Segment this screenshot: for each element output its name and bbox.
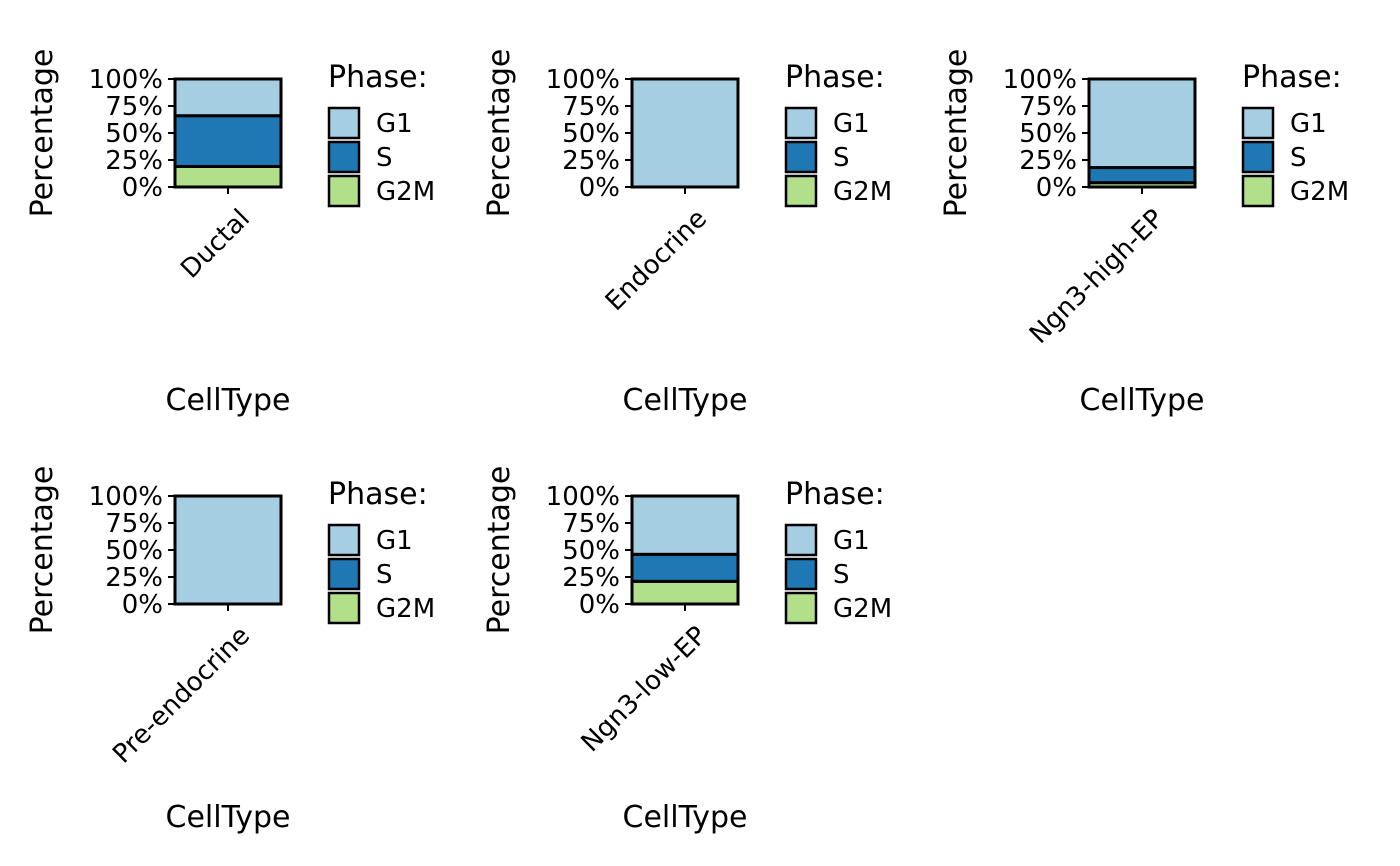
x-axis-title: CellType [166,383,291,418]
y-axis-title: Percentage [482,466,517,635]
bar-segment-s [1087,166,1197,185]
y-tick-label: 75% [105,92,163,122]
legend-title: Phase: [785,477,885,512]
legend-label: G1 [1290,109,1327,139]
y-axis-title: Percentage [25,49,60,218]
legend-key-g2m [327,591,361,625]
y-tick-label: 50% [562,119,620,149]
y-tick-label: 25% [562,563,620,593]
legend-key-g1 [327,106,361,140]
y-axis-title: Percentage [482,49,517,218]
legend-key-s [1241,140,1275,174]
legend-title: Phase: [785,60,885,95]
legend-title: Phase: [328,477,428,512]
y-tick-label: 75% [105,509,163,539]
x-axis-title: CellType [166,800,291,835]
y-tick-label: 25% [1019,146,1077,176]
y-tick-label: 0% [579,173,620,203]
y-tick-label: 0% [579,590,620,620]
legend-label: S [376,560,393,590]
legend-label: G2M [376,177,435,207]
legend-key-g2m [1241,174,1275,208]
legend-label: G1 [833,526,870,556]
legend-title: Phase: [1242,60,1342,95]
bar-segment-g1 [173,77,283,118]
y-tick-label: 100% [89,482,163,512]
y-tick-label: 0% [1036,173,1077,203]
legend-label: G1 [376,526,413,556]
legend-label: G2M [833,177,892,207]
legend-label: S [833,143,850,173]
y-tick-label: 75% [562,92,620,122]
bar-segment-g1 [173,494,283,606]
bar-segment-g1 [630,494,740,556]
y-axis-title: Percentage [939,49,974,218]
legend-label: S [376,143,393,173]
y-tick-label: 75% [1019,92,1077,122]
legend-label: G2M [376,594,435,624]
legend-key-s [327,140,361,174]
x-axis-title: CellType [623,800,748,835]
y-tick-label: 50% [562,536,620,566]
y-tick-label: 25% [562,146,620,176]
y-tick-label: 25% [105,146,163,176]
legend-key-s [784,557,818,591]
bar-segment-g2m [173,164,283,189]
bar-segment-g1 [630,77,740,189]
y-tick-label: 50% [105,119,163,149]
y-axis-title: Percentage [25,466,60,635]
legend-title: Phase: [328,60,428,95]
legend-label: S [833,560,850,590]
legend-key-g2m [784,174,818,208]
y-tick-label: 100% [546,482,620,512]
y-tick-label: 0% [122,173,163,203]
y-tick-label: 100% [1003,65,1077,95]
y-tick-label: 0% [122,590,163,620]
bar-segment-g2m [630,579,740,606]
legend-label: G2M [1290,177,1349,207]
legend-key-s [327,557,361,591]
legend-label: G1 [833,109,870,139]
legend-key-g1 [784,523,818,557]
y-tick-label: 25% [105,563,163,593]
legend-label: S [1290,143,1307,173]
y-tick-label: 100% [89,65,163,95]
y-tick-label: 50% [1019,119,1077,149]
y-tick-label: 50% [105,536,163,566]
chart-panel: Ngn3-low-EP0%25%50%75%100%PercentageCell… [482,466,892,835]
legend-key-g1 [784,106,818,140]
y-tick-label: 75% [562,509,620,539]
x-axis-title: CellType [623,383,748,418]
bar-segment-s [173,114,283,168]
legend-key-s [784,140,818,174]
x-axis-title: CellType [1080,383,1205,418]
bar-segment-g1 [1087,77,1197,170]
legend-key-g2m [327,174,361,208]
legend-key-g1 [1241,106,1275,140]
legend-label: G2M [833,594,892,624]
legend-key-g2m [784,591,818,625]
bar-segment-s [630,552,740,583]
legend-label: G1 [376,109,413,139]
legend-key-g1 [327,523,361,557]
y-tick-label: 100% [546,65,620,95]
